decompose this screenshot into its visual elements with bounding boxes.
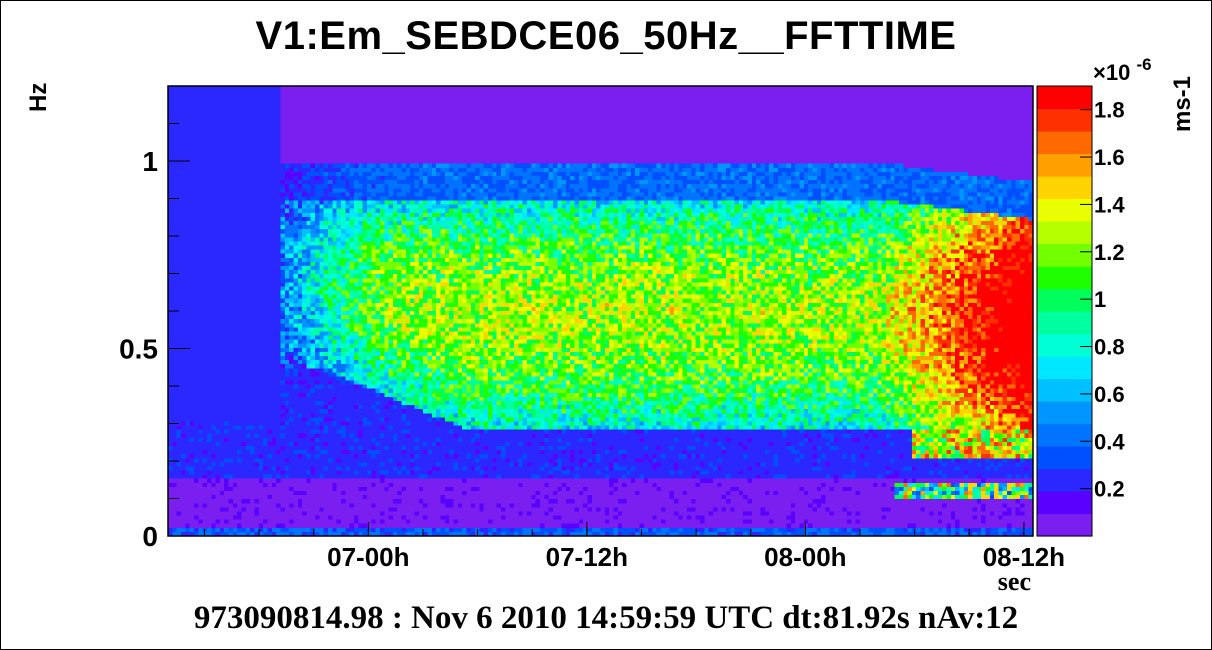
colorbar-segment [1037, 513, 1092, 537]
colorbar-tick-label: 1.4 [1094, 192, 1125, 217]
y-tick-label: 0.5 [119, 334, 158, 365]
colorbar-tick-label: 1.6 [1094, 145, 1125, 170]
chart-footer: 973090814.98 : Nov 6 2010 14:59:59 UTC d… [193, 600, 1019, 636]
colorbar-segment [1037, 288, 1092, 312]
x-tick-label: 08-00h [764, 542, 846, 572]
colorbar-tick-label: 0.2 [1094, 477, 1125, 502]
colorbar-exponent: ×10 -6 [1093, 55, 1152, 85]
colorbar-exponent-power: -6 [1136, 55, 1151, 74]
colorbar-segment [1037, 446, 1092, 470]
colorbar-tick-label: 1.2 [1094, 240, 1125, 265]
colorbar: 0.2 0.4 0.6 0.8 1 1.2 1.4 1.6 1.8 [1036, 85, 1125, 537]
colorbar-segment [1037, 243, 1092, 267]
chart-title: V1:Em_SEBDCE06_50Hz__FFTTIME [255, 14, 957, 58]
colorbar-segment [1037, 378, 1092, 402]
colorbar-tick-label: 1.8 [1094, 98, 1125, 123]
colorbar-segment [1037, 176, 1092, 200]
colorbar-segment [1037, 131, 1092, 155]
colorbar-segment [1037, 468, 1092, 492]
colorbar-segment [1037, 401, 1092, 425]
colorbar-segment [1037, 221, 1092, 245]
y-axis: 00.51 [119, 123, 190, 552]
colorbar-segment [1037, 311, 1092, 335]
colorbar-segment [1037, 356, 1092, 380]
colorbar-segment [1037, 266, 1092, 290]
colorbar-exponent-base: ×10 [1093, 60, 1130, 85]
colorbar-segment [1037, 198, 1092, 222]
y-axis-label: Hz [25, 83, 52, 112]
colorbar-border [1036, 85, 1093, 537]
colorbar-tick-label: 0.6 [1094, 382, 1125, 407]
plot-area [168, 86, 1033, 536]
spectrogram-image [168, 86, 1033, 536]
x-tick-label: 07-00h [327, 542, 409, 572]
colorbar-tick-label: 1 [1094, 287, 1106, 312]
y-tick-label: 0 [142, 521, 158, 552]
colorbar-segment [1037, 153, 1092, 177]
colorbar-segment [1037, 333, 1092, 357]
x-axis: 07-00h 07-12h 08-00h 08-12h [203, 522, 1065, 572]
colorbar-segment [1037, 86, 1092, 110]
colorbar-segment [1037, 491, 1092, 515]
x-tick-label: 08-12h [983, 542, 1065, 572]
colorbar-tick-label: 0.8 [1094, 335, 1125, 360]
colorbar-tick-label: 0.4 [1094, 429, 1125, 454]
colorbar-segment [1037, 108, 1092, 132]
x-tick-label: 07-12h [546, 542, 628, 572]
colorbar-segment [1037, 423, 1092, 447]
x-axis-label: sec [998, 567, 1031, 596]
colorbar-label: ms-1 [1169, 76, 1196, 132]
y-tick-label: 1 [142, 146, 158, 177]
